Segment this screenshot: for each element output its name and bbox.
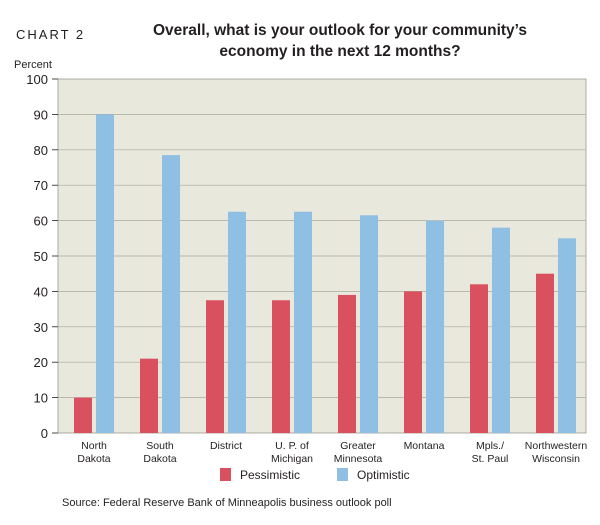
bar-optimistic-1 xyxy=(162,155,180,434)
bar-pessimistic-7 xyxy=(536,273,554,433)
y-tick-label-30: 30 xyxy=(34,320,48,335)
bar-pessimistic-5 xyxy=(404,291,422,433)
bar-pessimistic-4 xyxy=(338,294,356,433)
y-tick-label-40: 40 xyxy=(34,284,48,299)
legend-swatch-optimistic xyxy=(337,468,348,481)
x-tick-label-0-0: North xyxy=(81,440,107,452)
bar-pessimistic-6 xyxy=(470,284,488,433)
y-tick-label-60: 60 xyxy=(34,214,48,229)
bar-optimistic-5 xyxy=(426,220,444,433)
y-tick-label-10: 10 xyxy=(34,391,48,406)
x-tick-label-1-1: Dakota xyxy=(143,453,176,465)
x-tick-label-6-1: St. Paul xyxy=(472,453,509,465)
bar-optimistic-4 xyxy=(360,215,378,433)
bar-optimistic-3 xyxy=(294,211,312,433)
bar-pessimistic-2 xyxy=(206,300,224,433)
x-tick-label-3-0: U. P. of xyxy=(275,440,309,452)
x-tick-label-6-0: Mpls./ xyxy=(476,440,504,452)
x-tick-label-5-0: Montana xyxy=(404,440,445,452)
bar-optimistic-0 xyxy=(96,114,114,434)
source-note: Source: Federal Reserve Bank of Minneapo… xyxy=(62,497,392,509)
legend-swatch-pessimistic xyxy=(220,468,231,481)
y-tick-label-20: 20 xyxy=(34,355,48,370)
bar-pessimistic-1 xyxy=(140,358,158,433)
y-tick-label-90: 90 xyxy=(34,107,48,122)
bar-optimistic-2 xyxy=(228,211,246,433)
bar-pessimistic-0 xyxy=(74,397,92,433)
x-tick-label-3-1: Michigan xyxy=(271,453,313,465)
y-tick-label-70: 70 xyxy=(34,178,48,193)
x-tick-label-0-1: Dakota xyxy=(77,453,110,465)
y-tick-label-0: 0 xyxy=(41,426,48,441)
x-tick-label-4-1: Minnesota xyxy=(334,453,383,465)
y-tick-label-100: 100 xyxy=(26,72,48,87)
x-tick-label-7-1: Wisconsin xyxy=(532,453,580,465)
legend-label-optimistic: Optimistic xyxy=(357,468,410,482)
chart-number-label: CHART 2 xyxy=(16,27,86,42)
y-tick-label-80: 80 xyxy=(34,143,48,158)
y-tick-labels: 0 10 20 30 40 50 60 70 80 90 100 xyxy=(26,72,58,441)
y-tick-label-50: 50 xyxy=(34,249,48,264)
bar-optimistic-6 xyxy=(492,227,510,433)
bar-optimistic-7 xyxy=(558,238,576,433)
bars xyxy=(74,114,576,434)
x-tick-label-7-0: Northwestern xyxy=(525,440,588,452)
y-axis-label: Percent xyxy=(14,59,52,71)
legend-label-pessimistic: Pessimistic xyxy=(240,468,300,482)
legend: Pessimistic Optimistic xyxy=(220,468,410,482)
x-tick-label-4-0: Greater xyxy=(340,440,376,452)
chart-title: Overall, what is your outlook for your c… xyxy=(152,22,528,60)
bar-pessimistic-3 xyxy=(272,300,290,433)
x-tick-label-1-0: South xyxy=(146,440,174,452)
x-tick-label-2-0: District xyxy=(210,440,242,452)
